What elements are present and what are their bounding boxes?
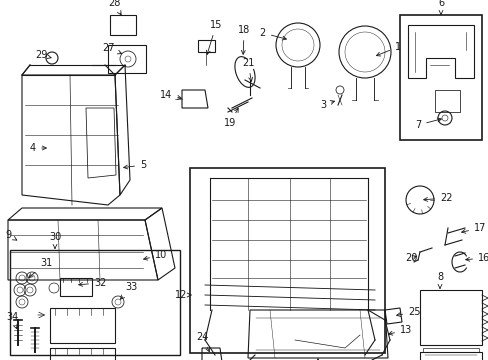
- Text: 22: 22: [423, 193, 451, 203]
- Text: 20: 20: [404, 253, 417, 263]
- Text: 4: 4: [30, 143, 46, 153]
- Text: 29: 29: [35, 50, 51, 60]
- Text: 2: 2: [259, 28, 286, 40]
- Text: 3: 3: [319, 100, 334, 110]
- Text: 26: 26: [311, 359, 324, 360]
- Text: 33: 33: [120, 282, 137, 299]
- Text: 15: 15: [206, 20, 222, 54]
- Text: 9: 9: [5, 230, 17, 240]
- Text: 16: 16: [465, 253, 488, 263]
- Text: 25: 25: [396, 307, 420, 317]
- Text: 5: 5: [123, 160, 146, 170]
- Bar: [422, 348, 478, 352]
- Text: 24: 24: [196, 332, 209, 352]
- Text: 12: 12: [175, 290, 191, 300]
- Bar: [434, 90, 459, 112]
- Bar: [50, 308, 115, 343]
- Bar: [50, 348, 115, 360]
- Text: 8: 8: [436, 272, 442, 288]
- Text: 7: 7: [414, 118, 441, 130]
- Text: 27: 27: [102, 43, 122, 54]
- Bar: [10, 250, 180, 355]
- Text: 32: 32: [79, 278, 106, 288]
- Text: 17: 17: [461, 223, 486, 233]
- Text: 34: 34: [6, 312, 18, 329]
- Text: 28: 28: [108, 0, 121, 15]
- Bar: [110, 15, 136, 35]
- Text: 31: 31: [29, 258, 52, 278]
- Bar: [60, 278, 92, 296]
- Bar: [108, 45, 146, 73]
- Text: 18: 18: [238, 25, 250, 54]
- Text: 1: 1: [376, 42, 400, 56]
- Bar: [190, 168, 384, 353]
- Bar: [419, 352, 481, 360]
- Text: 19: 19: [224, 108, 238, 128]
- Text: 30: 30: [49, 232, 61, 248]
- Bar: [419, 290, 481, 345]
- Text: 10: 10: [143, 250, 167, 260]
- Text: 14: 14: [160, 90, 181, 100]
- Text: 13: 13: [388, 325, 411, 335]
- Text: 23: 23: [0, 359, 1, 360]
- Text: 6: 6: [437, 0, 443, 14]
- Bar: [399, 15, 481, 140]
- Text: 21: 21: [242, 58, 254, 81]
